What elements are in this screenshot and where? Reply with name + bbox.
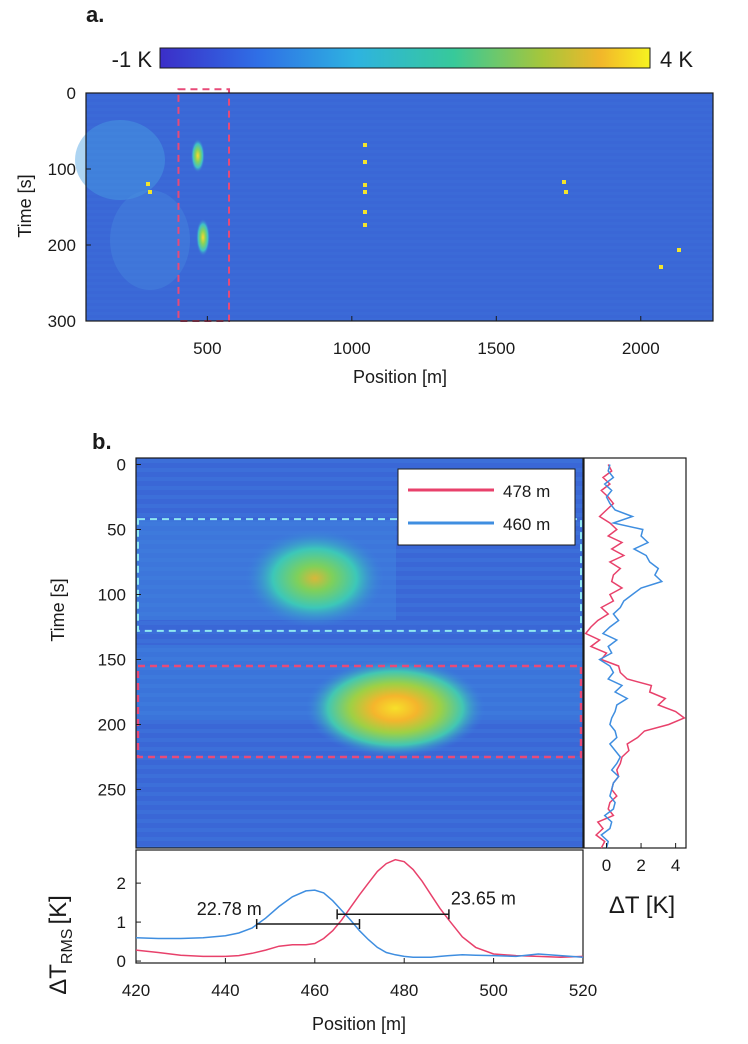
heatmap-b-frame bbox=[135, 457, 584, 849]
heatmap-a-xtick-label: 1500 bbox=[477, 339, 515, 358]
heatmap-a-warm-pixel bbox=[363, 223, 367, 227]
heatmap-b-ytick-label: 0 bbox=[117, 456, 126, 475]
heatmap-a-warm-pixel bbox=[659, 265, 663, 269]
rms-xtick-label: 480 bbox=[390, 981, 418, 1000]
rms-plot: 22.78 m 23.65 m bbox=[135, 849, 584, 964]
heatmap-b-box-478 bbox=[136, 664, 583, 759]
heatmap-a-frame bbox=[85, 92, 714, 322]
heatmap-a-warm-pixel bbox=[363, 183, 367, 187]
rms-line-478m bbox=[135, 858, 584, 958]
heatmap-a-xtick-label: 2000 bbox=[622, 339, 660, 358]
rms-xlabel: Position [m] bbox=[312, 1014, 406, 1034]
heatmap-b-box-460 bbox=[137, 518, 582, 632]
rms-ytick-label: 1 bbox=[117, 913, 126, 932]
legend-label-478: 478 m bbox=[503, 482, 550, 501]
heatmap-a-warm-region-lower bbox=[110, 190, 190, 290]
heatmap-a-xtick-label: 1000 bbox=[333, 339, 371, 358]
heatmap-a-xtick-label: 500 bbox=[193, 339, 221, 358]
heatmap-b-ytick-label: 250 bbox=[98, 781, 126, 800]
heatmap-a-warm-pixel bbox=[564, 190, 568, 194]
heatmap-a-ytick-label: 0 bbox=[67, 84, 76, 103]
heatmap-a-hotspot-478 bbox=[195, 218, 210, 257]
rms-fwhm-label: 23.65 m bbox=[451, 888, 516, 908]
rms-xtick-label: 520 bbox=[569, 981, 597, 1000]
rms-xtick-label: 420 bbox=[122, 981, 150, 1000]
colorbar-min-label: -1 K bbox=[112, 47, 153, 72]
legend: 478 m 460 m bbox=[397, 468, 576, 546]
heatmap-b-ytick-label: 200 bbox=[98, 716, 126, 735]
heatmap-a-hotspot-460 bbox=[190, 138, 205, 173]
heatmap-b-ytick-label: 150 bbox=[98, 651, 126, 670]
panel-a-label: a. bbox=[86, 2, 104, 27]
legend-box bbox=[397, 468, 576, 546]
rms-ylabel-main: ΔT bbox=[45, 964, 72, 995]
rms-ylabel-unit: [K] bbox=[45, 895, 72, 924]
heatmap-a-ylabel: Time [s] bbox=[15, 174, 35, 237]
heatmap-a-highlight-box bbox=[177, 88, 231, 322]
heatmap-b-ytick-label: 100 bbox=[98, 586, 126, 605]
profile-frame bbox=[583, 457, 687, 849]
heatmap-a-texture bbox=[86, 93, 713, 321]
profile-line-460m bbox=[598, 464, 664, 849]
profile-xtick-label: 0 bbox=[602, 856, 611, 875]
legend-label-460: 460 m bbox=[503, 515, 550, 534]
heatmap-a-warm-pixel bbox=[146, 182, 150, 186]
heatmap-a-warm-pixel bbox=[363, 143, 367, 147]
heatmap-a-xlabel: Position [m] bbox=[353, 367, 447, 387]
heatmap-a-warm-pixel bbox=[562, 180, 566, 184]
panel-b-label: b. bbox=[92, 429, 112, 454]
rms-ylabel: ΔTRMS [K] bbox=[45, 895, 76, 995]
heatmap-a-warm-region bbox=[75, 120, 165, 200]
heatmap-a-warm-pixel bbox=[677, 248, 681, 252]
heatmap-a-ytick-label: 300 bbox=[48, 312, 76, 331]
colorbar bbox=[159, 47, 651, 69]
heatmap-a-ytick-label: 100 bbox=[48, 160, 76, 179]
rms-xtick-label: 500 bbox=[479, 981, 507, 1000]
heatmap-b-hotspot-478 bbox=[305, 659, 486, 758]
profile-plot bbox=[583, 457, 687, 849]
rms-xtick-label: 440 bbox=[211, 981, 239, 1000]
heatmap-a bbox=[75, 88, 714, 322]
rms-fwhm-label: 22.78 m bbox=[197, 899, 262, 919]
rms-xtick-label: 460 bbox=[301, 981, 329, 1000]
profile-xtick-label: 4 bbox=[671, 856, 680, 875]
heatmap-a-warm-pixel bbox=[363, 160, 367, 164]
rms-ylabel-sub: RMS bbox=[59, 929, 76, 965]
colorbar-max-label: 4 K bbox=[660, 47, 693, 72]
heatmap-b-ylabel: Time [s] bbox=[48, 578, 68, 641]
heatmap-a-ytick-label: 200 bbox=[48, 236, 76, 255]
rms-frame bbox=[135, 849, 584, 964]
heatmap-b-hotspot-460 bbox=[244, 529, 385, 628]
heatmap-a-warm-pixel bbox=[363, 210, 367, 214]
rms-line-460m bbox=[135, 889, 584, 958]
rms-ytick-label: 0 bbox=[117, 952, 126, 971]
rms-ytick-label: 2 bbox=[117, 874, 126, 893]
heatmap-a-warm-pixel bbox=[363, 190, 367, 194]
heatmap-a-warm-pixel bbox=[148, 190, 152, 194]
heatmap-b-ytick-label: 50 bbox=[107, 521, 126, 540]
profile-xlabel: ΔT [K] bbox=[609, 892, 675, 919]
profile-xtick-label: 2 bbox=[636, 856, 645, 875]
